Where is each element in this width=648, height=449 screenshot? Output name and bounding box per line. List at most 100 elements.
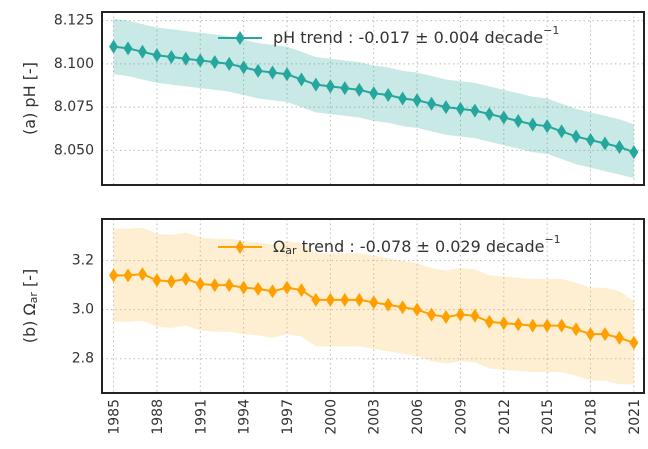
marker bbox=[484, 107, 494, 122]
marker bbox=[369, 86, 379, 101]
x-tick-label: 2009 bbox=[453, 399, 469, 435]
marker bbox=[166, 49, 176, 64]
marker bbox=[325, 292, 335, 307]
marker bbox=[123, 41, 133, 56]
marker bbox=[484, 314, 494, 329]
marker bbox=[253, 281, 263, 296]
marker bbox=[427, 307, 437, 322]
marker bbox=[268, 65, 278, 80]
x-tick-label: 1997 bbox=[280, 399, 296, 435]
axes-frame bbox=[101, 218, 645, 394]
marker bbox=[614, 330, 624, 345]
legend-sub: ar bbox=[285, 244, 297, 257]
marker bbox=[412, 93, 422, 108]
y-label-sub: ar bbox=[27, 292, 40, 304]
grid bbox=[102, 12, 644, 185]
marker bbox=[513, 317, 523, 332]
x-tick-label: 2000 bbox=[323, 399, 339, 435]
y-axis-label: (b) Ωar [-] bbox=[20, 269, 41, 344]
marker bbox=[239, 280, 249, 295]
marker bbox=[571, 129, 581, 144]
marker bbox=[455, 307, 465, 322]
marker bbox=[629, 145, 639, 160]
marker bbox=[210, 278, 220, 293]
marker bbox=[441, 100, 451, 115]
y-tick-label: 2.8 bbox=[72, 351, 94, 367]
marker bbox=[354, 292, 364, 307]
marker bbox=[354, 82, 364, 97]
marker bbox=[282, 280, 292, 295]
marker bbox=[195, 276, 205, 291]
marker bbox=[600, 136, 610, 151]
marker bbox=[369, 295, 379, 310]
marker bbox=[340, 292, 350, 307]
legend-name: pH trend : -0.017 ± 0.004 decade bbox=[273, 28, 543, 47]
y-label-after: [-] bbox=[20, 269, 39, 292]
x-tick-label: 2015 bbox=[540, 399, 556, 435]
marker bbox=[614, 139, 624, 154]
y-tick-label: 8.075 bbox=[54, 99, 94, 115]
marker bbox=[166, 274, 176, 289]
marker bbox=[224, 56, 234, 71]
marker bbox=[513, 113, 523, 128]
marker bbox=[268, 284, 278, 299]
marker bbox=[398, 91, 408, 106]
marker bbox=[629, 335, 639, 350]
legend-name: Ω bbox=[273, 237, 285, 256]
marker bbox=[325, 79, 335, 94]
legend-marker bbox=[235, 31, 245, 45]
marker bbox=[586, 327, 596, 342]
marker bbox=[542, 119, 552, 134]
marker bbox=[253, 63, 263, 78]
marker bbox=[398, 300, 408, 315]
marker bbox=[340, 81, 350, 96]
marker bbox=[571, 322, 581, 337]
grid bbox=[102, 219, 644, 393]
marker bbox=[383, 297, 393, 312]
y-tick-label: 8.125 bbox=[54, 13, 94, 29]
marker bbox=[239, 60, 249, 75]
y-tick-label: 3.2 bbox=[72, 253, 94, 269]
marker bbox=[224, 278, 234, 293]
axes-frame bbox=[101, 11, 645, 186]
legend-sup: −1 bbox=[544, 233, 560, 246]
y-tick-label: 3.0 bbox=[72, 302, 94, 318]
legend-label: pH trend : -0.017 ± 0.004 decade−1 bbox=[273, 24, 559, 47]
marker bbox=[152, 273, 162, 288]
x-tick-label: 2021 bbox=[627, 399, 643, 435]
marker bbox=[586, 133, 596, 148]
marker bbox=[542, 318, 552, 333]
marker bbox=[499, 316, 509, 331]
legend-after: trend : -0.078 ± 0.029 decade bbox=[297, 237, 545, 256]
y-tick-label: 8.050 bbox=[54, 142, 94, 158]
legend-sup: −1 bbox=[543, 24, 559, 37]
marker bbox=[109, 268, 119, 283]
marker bbox=[296, 283, 306, 298]
marker bbox=[499, 110, 509, 125]
marker bbox=[383, 88, 393, 103]
y-tick-label: 8.100 bbox=[54, 56, 94, 72]
marker bbox=[528, 117, 538, 132]
x-tick-label: 1991 bbox=[193, 399, 209, 435]
marker bbox=[470, 103, 480, 118]
marker bbox=[470, 308, 480, 323]
marker bbox=[296, 72, 306, 87]
marker bbox=[412, 302, 422, 317]
marker bbox=[311, 292, 321, 307]
x-tick-label: 2018 bbox=[584, 399, 600, 435]
marker bbox=[195, 53, 205, 68]
marker bbox=[455, 101, 465, 116]
y-label-text: (a) pH [-] bbox=[20, 62, 39, 135]
marker bbox=[109, 39, 119, 54]
marker bbox=[441, 310, 451, 325]
marker bbox=[600, 327, 610, 342]
legend-label: Ωar trend : -0.078 ± 0.029 decade−1 bbox=[273, 233, 561, 257]
marker bbox=[282, 67, 292, 82]
marker bbox=[152, 48, 162, 63]
y-label-text: (b) Ω bbox=[20, 303, 39, 343]
marker bbox=[557, 124, 567, 139]
marker bbox=[557, 318, 567, 333]
marker bbox=[311, 77, 321, 92]
x-tick-label: 1994 bbox=[237, 399, 253, 435]
marker bbox=[181, 272, 191, 287]
